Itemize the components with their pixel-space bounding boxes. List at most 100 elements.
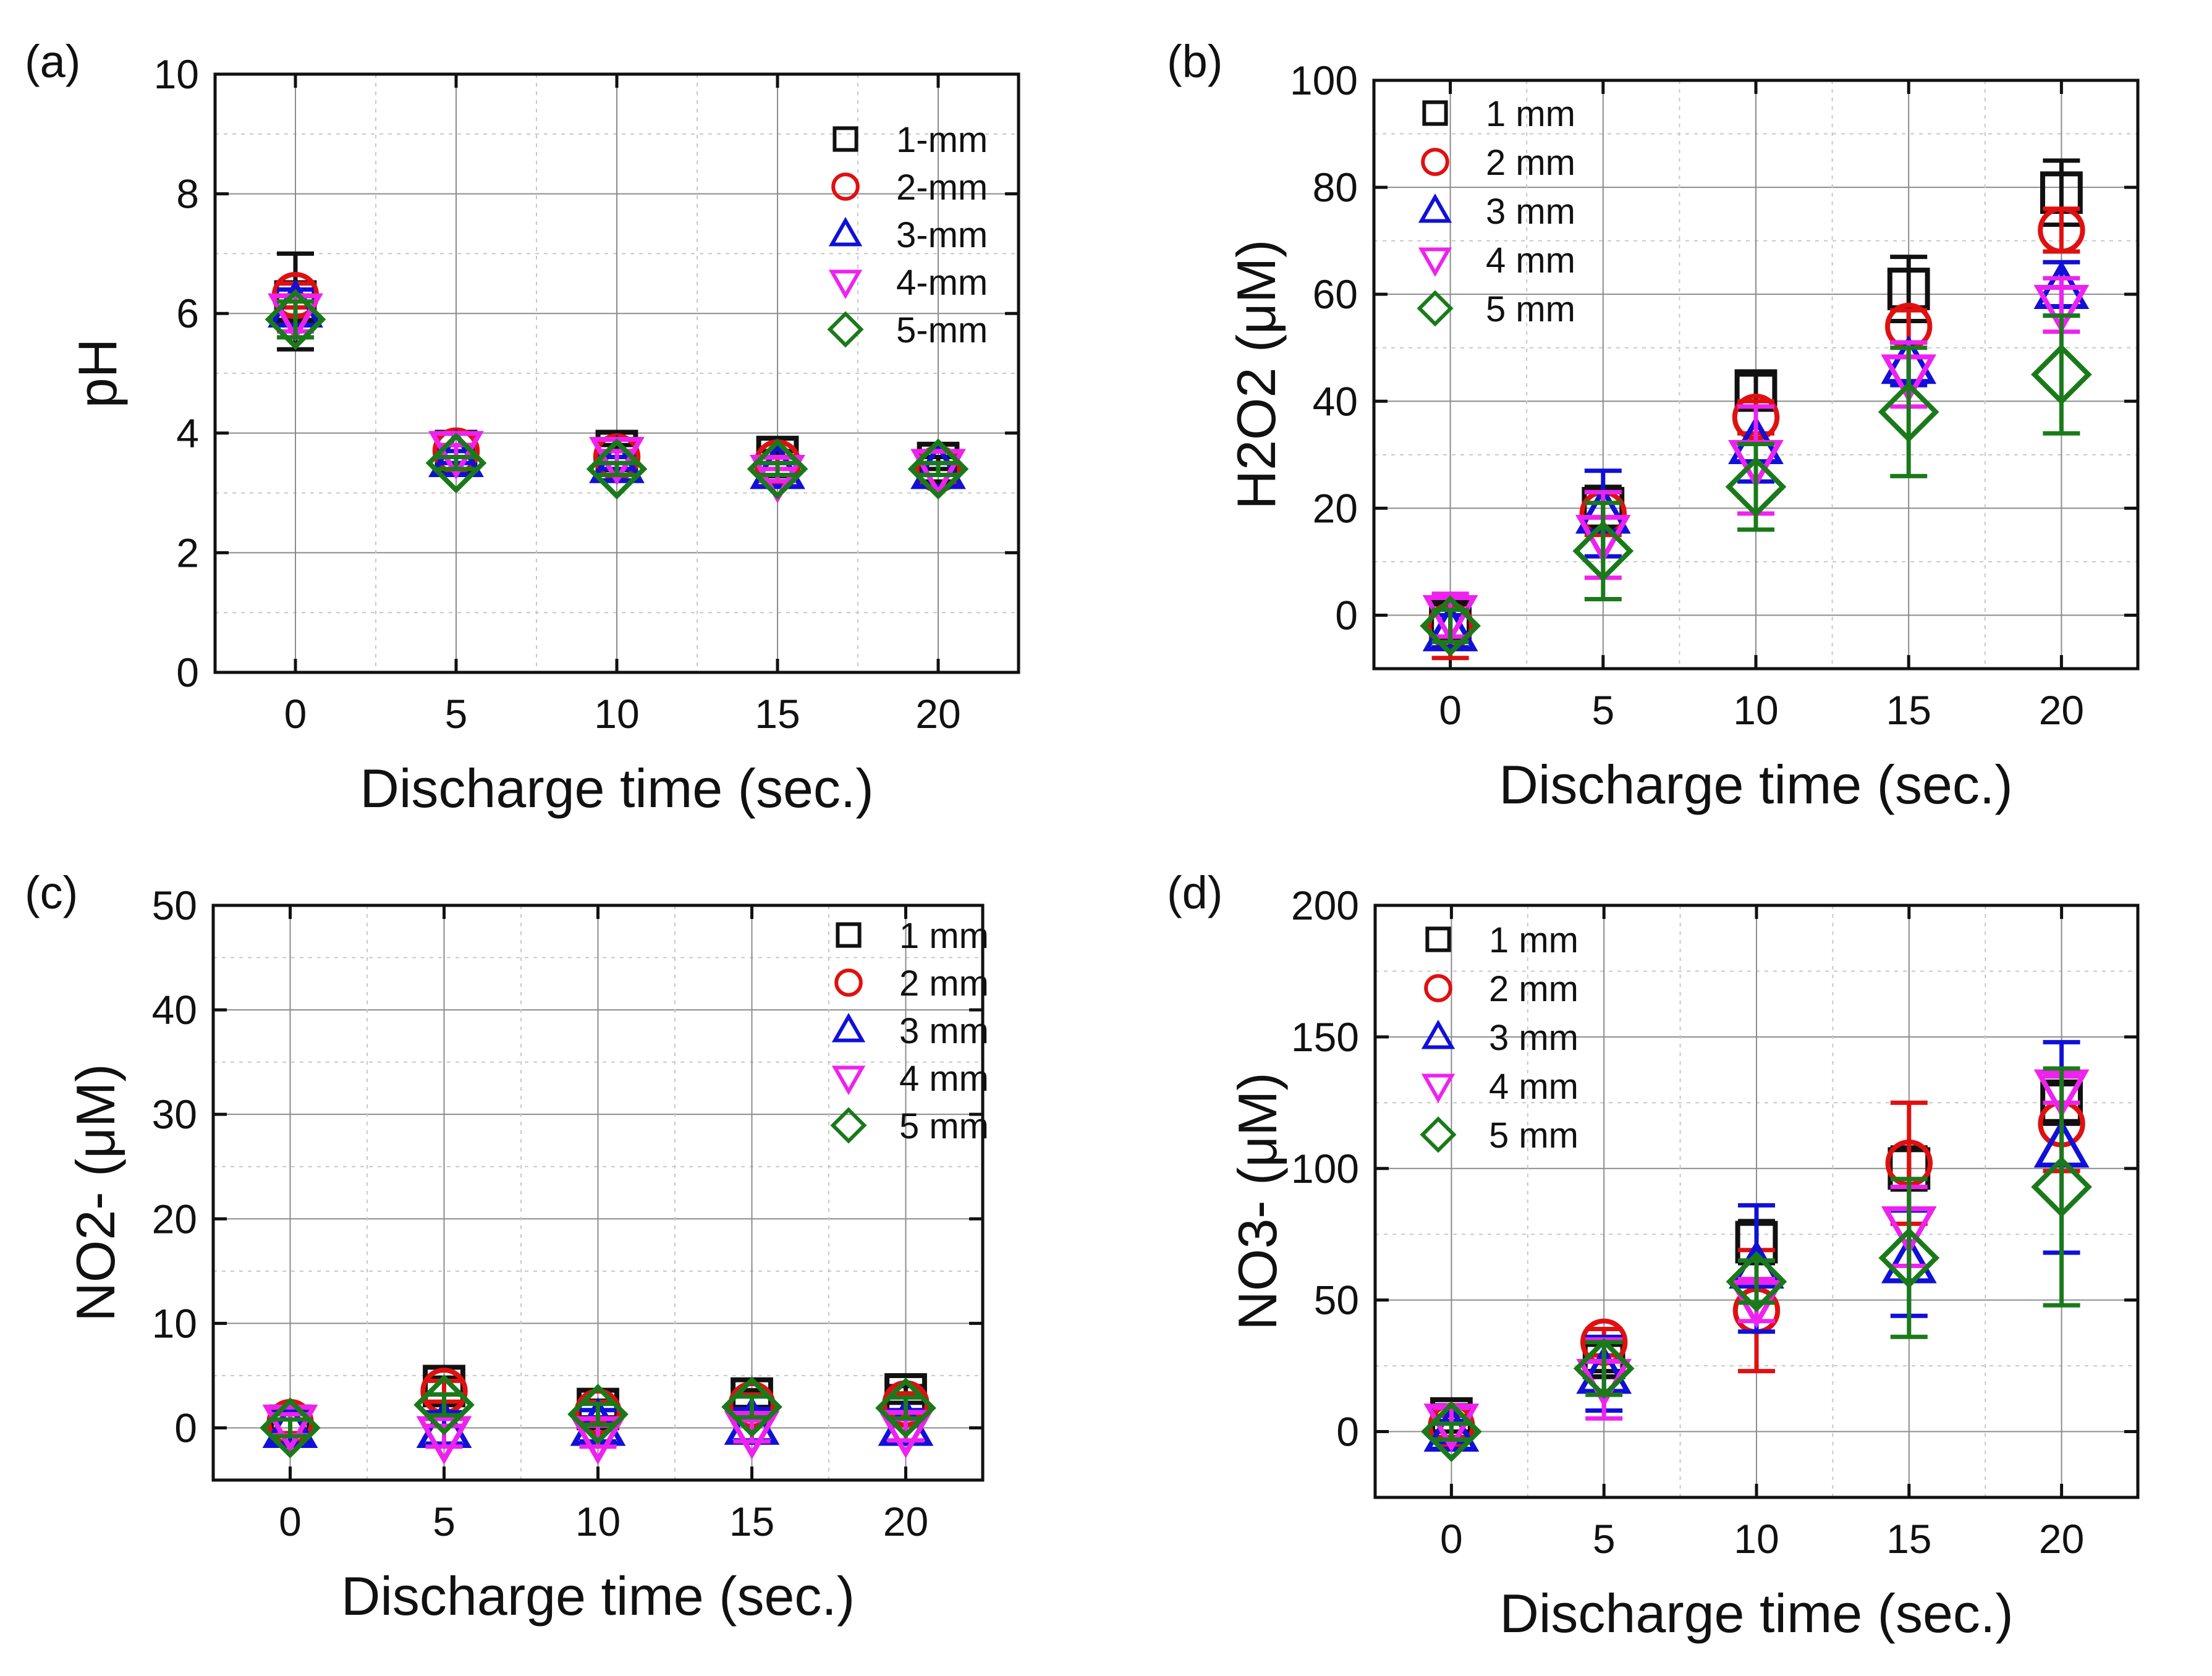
panel-b-ytick-labels: 0 20 40 60 80 100 [1290, 57, 1358, 638]
legend-marker [833, 126, 858, 152]
data-point [1572, 520, 1634, 582]
panel-b-xtick-label: 10 [1733, 687, 1778, 733]
panel-b: (b) 0 20 40 60 80 100 0 5 10 15 20 Disch… [1167, 36, 2140, 815]
panel-c-ticks [213, 904, 983, 1480]
series-5 [1421, 1066, 2092, 1462]
legend-marker [1425, 926, 1451, 952]
legend-marker [1424, 974, 1452, 1002]
panel-b-xtick-label: 0 [1439, 687, 1462, 733]
panel-d-ytick-label: 100 [1291, 1146, 1359, 1191]
panel-a-ytick-label: 8 [176, 171, 199, 217]
legend-marker [830, 1107, 867, 1144]
panel-a-x-axis-label: Discharge time (sec.) [360, 758, 873, 819]
legend-label: 3-mm [896, 215, 988, 255]
panel-b-ytick-label: 0 [1335, 592, 1358, 638]
legend-marker [831, 172, 860, 201]
panel-d-xtick-label: 10 [1734, 1516, 1779, 1562]
panel-b-legend: 1 mm 2 mm 3 mm 4 mm 5 mm [1417, 94, 1575, 329]
panel-d-xtick-label: 5 [1593, 1516, 1616, 1562]
data-point [567, 1384, 629, 1445]
legend-label: 1-mm [896, 120, 988, 160]
data-point [265, 289, 326, 350]
data-point [907, 438, 969, 500]
data-point [1421, 1401, 1482, 1462]
panel-d-xtick-label: 0 [1440, 1516, 1463, 1562]
panel-a-legend: 1-mm 2-mm 3-mm 4-mm 5-mm [827, 120, 988, 350]
legend-label: 3 mm [1489, 1018, 1578, 1058]
panel-b-xtick-label: 15 [1886, 687, 1931, 733]
legend-marker [1422, 100, 1448, 126]
panel-a-ytick-label: 2 [176, 530, 199, 575]
panel-c: (c) 0 10 20 30 40 50 0 5 10 15 20 Discha… [25, 867, 989, 1627]
legend-label: 2 mm [1486, 143, 1575, 183]
panel-c-xtick-labels: 0 5 10 15 20 [279, 1499, 928, 1544]
panel-c-x-axis-label: Discharge time (sec.) [341, 1565, 855, 1627]
legend-marker [831, 1012, 866, 1043]
legend-symbol [828, 269, 863, 300]
legend-symbol [1420, 1116, 1457, 1153]
panel-a-xtick-label: 0 [284, 691, 307, 737]
legend-symbol [831, 1065, 866, 1096]
panel-c-ytick-label: 0 [174, 1405, 197, 1450]
legend-marker [1418, 247, 1452, 277]
panel-d-data-series [1421, 1039, 2092, 1462]
panel-c-grid [213, 905, 983, 1481]
panel-a-data-series [265, 251, 969, 504]
data-point [262, 1404, 318, 1454]
panel-c-data-series [260, 1365, 936, 1465]
data-point [1878, 1227, 1940, 1289]
panel-c-xtick-label: 10 [575, 1499, 621, 1544]
legend-marker [1418, 193, 1452, 223]
legend-label: 5-mm [896, 310, 988, 350]
panel-a-ytick-labels: 0 2 4 6 8 10 [154, 51, 199, 695]
data-point [2033, 284, 2090, 334]
legend-symbol [836, 922, 862, 948]
panel-a-ytick-label: 10 [154, 51, 199, 97]
legend-label: 2 mm [899, 963, 989, 1004]
panel-d-xtick-label: 20 [2039, 1516, 2084, 1562]
panel-b-label: (b) [1167, 36, 1223, 87]
panel-c-xtick-label: 0 [279, 1499, 302, 1544]
legend-symbol [1421, 1019, 1456, 1049]
legend-symbol [828, 216, 863, 247]
panel-d-y-axis-label: NO3- (μM) [1227, 1072, 1288, 1330]
panel-d-ytick-label: 150 [1291, 1014, 1359, 1060]
legend-marker [1421, 1019, 1456, 1049]
data-point [1420, 595, 1481, 657]
panel-b-xtick-label: 5 [1591, 687, 1614, 733]
legend-symbol [1418, 193, 1452, 223]
panel-b-xtick-label: 20 [2039, 687, 2084, 733]
panel-d-ticks [1375, 904, 2138, 1497]
data-point [586, 438, 648, 500]
legend-symbol [1424, 974, 1452, 1002]
panel-c-ytick-label: 40 [152, 987, 197, 1033]
panel-c-y-axis-label: NO2- (μM) [65, 1064, 126, 1321]
panel-a-ytick-label: 6 [176, 290, 199, 336]
panel-d-x-axis-label: Discharge time (sec.) [1499, 1583, 2013, 1644]
panel-b-data-series [1420, 158, 2092, 661]
panel-d-ytick-label: 50 [1314, 1277, 1359, 1323]
legend-label: 1 mm [899, 916, 989, 956]
legend-label: 4-mm [896, 263, 988, 303]
panel-d: (d) 0 50 100 150 200 0 5 10 15 20 Discha… [1167, 867, 2140, 1644]
data-point [750, 440, 805, 489]
panel-a-ticks [215, 72, 1019, 674]
panel-c-ytick-labels: 0 10 20 30 40 50 [152, 882, 197, 1450]
legend-label: 3 mm [1486, 192, 1575, 232]
legend-marker [828, 269, 863, 300]
data-point [910, 449, 966, 497]
legend-label: 4 mm [1486, 240, 1575, 281]
data-point [875, 1377, 936, 1439]
legend-label: 5 mm [899, 1106, 989, 1146]
legend-symbol [831, 172, 860, 201]
panel-a-xtick-label: 5 [445, 691, 468, 737]
panel-a-y-axis-label: pH [67, 339, 128, 408]
legend-label: 3 mm [899, 1011, 989, 1051]
panel-b-ytick-label: 60 [1313, 271, 1358, 317]
legend-marker [834, 968, 863, 997]
panel-d-label: (d) [1167, 867, 1223, 918]
legend-marker [1417, 290, 1454, 327]
panel-b-xtick-labels: 0 5 10 15 20 [1439, 687, 2084, 733]
panel-c-ytick-label: 30 [152, 1091, 197, 1137]
data-point [425, 432, 487, 494]
